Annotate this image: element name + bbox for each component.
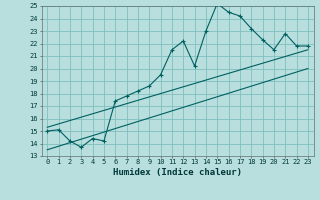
X-axis label: Humidex (Indice chaleur): Humidex (Indice chaleur) xyxy=(113,168,242,177)
